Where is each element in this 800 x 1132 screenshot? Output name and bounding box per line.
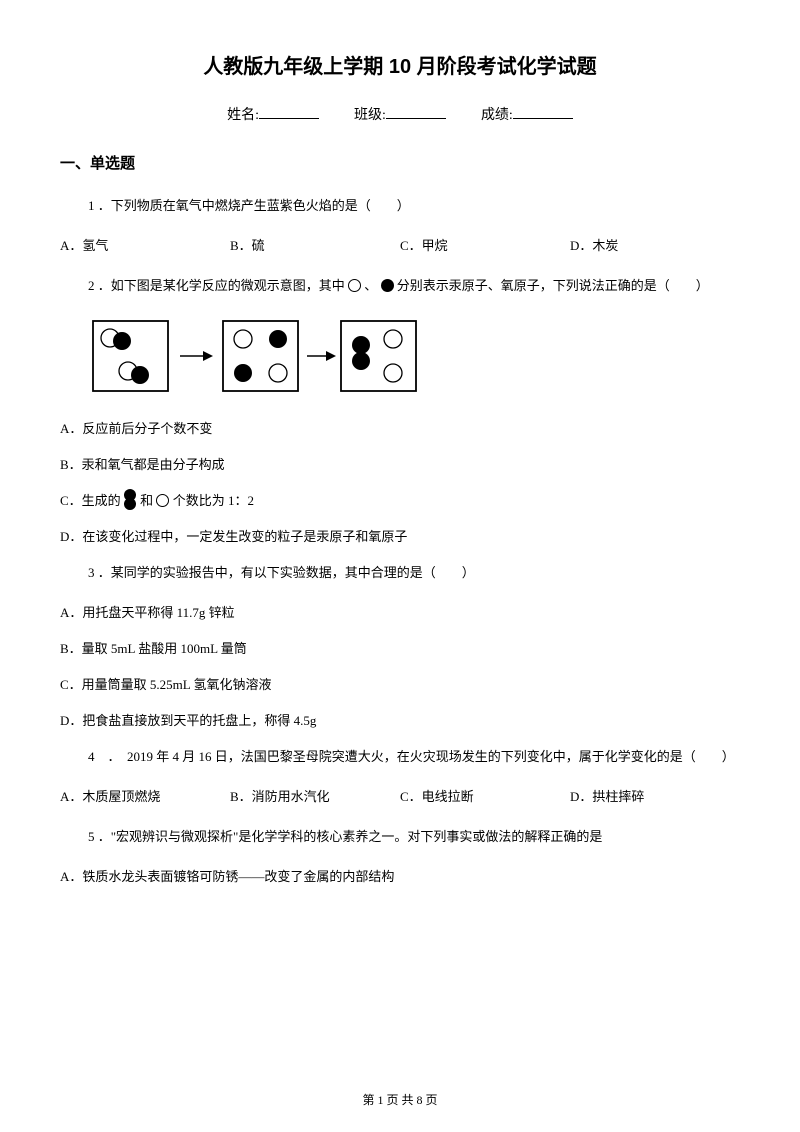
q4-text: 4 ． 2019 年 4 月 16 日，法国巴黎圣母院突遭大火，在火灾现场发生的…	[60, 744, 740, 770]
q2-opt-d: D．在该变化过程中，一定发生改变的粒子是汞原子和氧原子	[60, 524, 740, 550]
class-blank[interactable]	[386, 105, 446, 119]
q2c-c: 个数比为 1：2	[173, 493, 254, 508]
q4-options: A．木质屋顶燃烧 B．消防用水汽化 C．电线拉断 D．拱柱摔碎	[60, 784, 740, 810]
q3-opt-b: B．量取 5mL 盐酸用 100mL 量筒	[60, 636, 740, 662]
q2-diagram	[88, 313, 740, 398]
page-title: 人教版九年级上学期 10 月阶段考试化学试题	[60, 50, 740, 79]
q4-opt-a: A．木质屋顶燃烧	[60, 784, 230, 810]
q3-text: 3 ．某同学的实验报告中，有以下实验数据，其中合理的是（ ）	[60, 560, 740, 586]
section-1-header: 一、单选题	[60, 152, 740, 173]
open-circle-icon	[156, 494, 169, 507]
q1-opt-d: D．木炭	[570, 233, 740, 259]
q3-opt-a: A．用托盘天平称得 11.7g 锌粒	[60, 600, 740, 626]
double-filled-icon	[124, 489, 137, 511]
q4-opt-c: C．电线拉断	[400, 784, 570, 810]
open-circle-icon	[348, 279, 361, 292]
filled-circle-icon	[381, 279, 394, 292]
footer-suffix: 页	[423, 1093, 438, 1107]
page-footer: 第 1 页 共 8 页	[0, 1091, 800, 1108]
footer-prefix: 第	[362, 1093, 377, 1107]
q1-opt-a: A．氢气	[60, 233, 230, 259]
q5-text: 5 ．"宏观辨识与微观探析"是化学学科的核心素养之一。对下列事实或做法的解释正确…	[60, 824, 740, 850]
q2-opt-a: A．反应前后分子个数不变	[60, 416, 740, 442]
q3-opt-d: D．把食盐直接放到天平的托盘上，称得 4.5g	[60, 708, 740, 734]
student-info-line: 姓名: 班级: 成绩:	[60, 104, 740, 124]
q2c-a: C．生成的	[60, 493, 121, 508]
q4-opt-b: B．消防用水汽化	[230, 784, 400, 810]
q4-opt-d: D．拱柱摔碎	[570, 784, 740, 810]
name-label: 姓名:	[227, 108, 259, 123]
score-blank[interactable]	[513, 105, 573, 119]
q2c-b: 和	[140, 493, 153, 508]
q1-opt-b: B．硫	[230, 233, 400, 259]
q2-text: 2 ．如下图是某化学反应的微观示意图，其中 、 分别表示汞原子、氧原子，下列说法…	[60, 273, 740, 299]
q5-opt-a: A．铁质水龙头表面镀铬可防锈——改变了金属的内部结构	[60, 864, 740, 890]
q2-opt-b: B．汞和氧气都是由分子构成	[60, 452, 740, 478]
q1-text: 1 ．下列物质在氧气中燃烧产生蓝紫色火焰的是（ ）	[60, 193, 740, 219]
score-label: 成绩:	[481, 108, 513, 123]
q1-options: A．氢气 B．硫 C．甲烷 D．木炭	[60, 233, 740, 259]
q3-opt-c: C．用量筒量取 5.25mL 氢氧化钠溶液	[60, 672, 740, 698]
q2-text-a: 2 ．如下图是某化学反应的微观示意图，其中	[88, 278, 345, 293]
q2-text-c: 分别表示汞原子、氧原子，下列说法正确的是（ ）	[397, 278, 709, 293]
q2-opt-c: C．生成的 和 个数比为 1：2	[60, 488, 740, 514]
footer-mid: 页 共	[383, 1093, 416, 1107]
name-blank[interactable]	[259, 105, 319, 119]
q2-text-b: 、	[364, 278, 377, 293]
q1-opt-c: C．甲烷	[400, 233, 570, 259]
class-label: 班级:	[354, 108, 386, 123]
